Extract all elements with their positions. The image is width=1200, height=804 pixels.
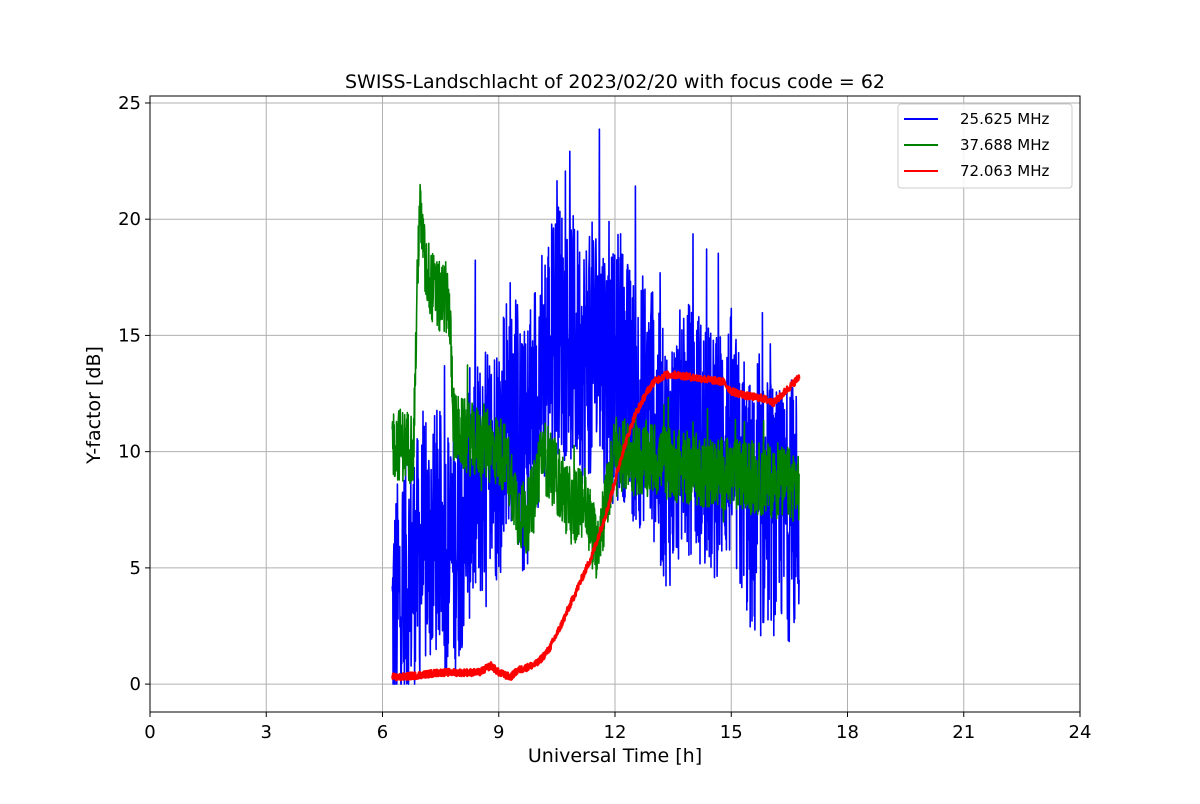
- y-tick-label: 10: [118, 442, 141, 463]
- x-tick-label: 21: [952, 722, 975, 743]
- series-line-2: [391, 370, 801, 682]
- x-tick-label: 24: [1069, 722, 1092, 743]
- legend: 25.625 MHz 37.688 MHz 72.063 MHz: [897, 103, 1073, 189]
- x-tick-label: 9: [493, 722, 504, 743]
- ticks: 0 3 6 9 12 15 18 21 24 0 5 10 15 20 25: [118, 93, 1091, 743]
- y-tick-label: 20: [118, 209, 141, 230]
- y-axis-label: Y-factor [dB]: [83, 346, 105, 465]
- series-line-1: [391, 183, 800, 579]
- y-tick-label: 5: [130, 558, 141, 579]
- x-tick-label: 6: [377, 722, 388, 743]
- legend-box: [897, 103, 1073, 189]
- x-tick-label: 0: [144, 722, 155, 743]
- y-tick-label: 25: [118, 93, 141, 114]
- x-tick-label: 12: [604, 722, 627, 743]
- legend-label: 25.625 MHz: [960, 110, 1049, 128]
- x-tick-label: 3: [261, 722, 272, 743]
- x-tick-label: 15: [720, 722, 743, 743]
- series-line-0: [391, 128, 800, 685]
- chart-title: SWISS-Landschlacht of 2023/02/20 with fo…: [345, 71, 885, 93]
- legend-label: 72.063 MHz: [960, 162, 1049, 180]
- plot-area: [391, 128, 801, 685]
- y-tick-label: 15: [118, 325, 141, 346]
- y-tick-label: 0: [130, 674, 141, 695]
- x-axis-label: Universal Time [h]: [528, 745, 702, 767]
- legend-label: 37.688 MHz: [960, 136, 1049, 154]
- x-tick-label: 18: [836, 722, 859, 743]
